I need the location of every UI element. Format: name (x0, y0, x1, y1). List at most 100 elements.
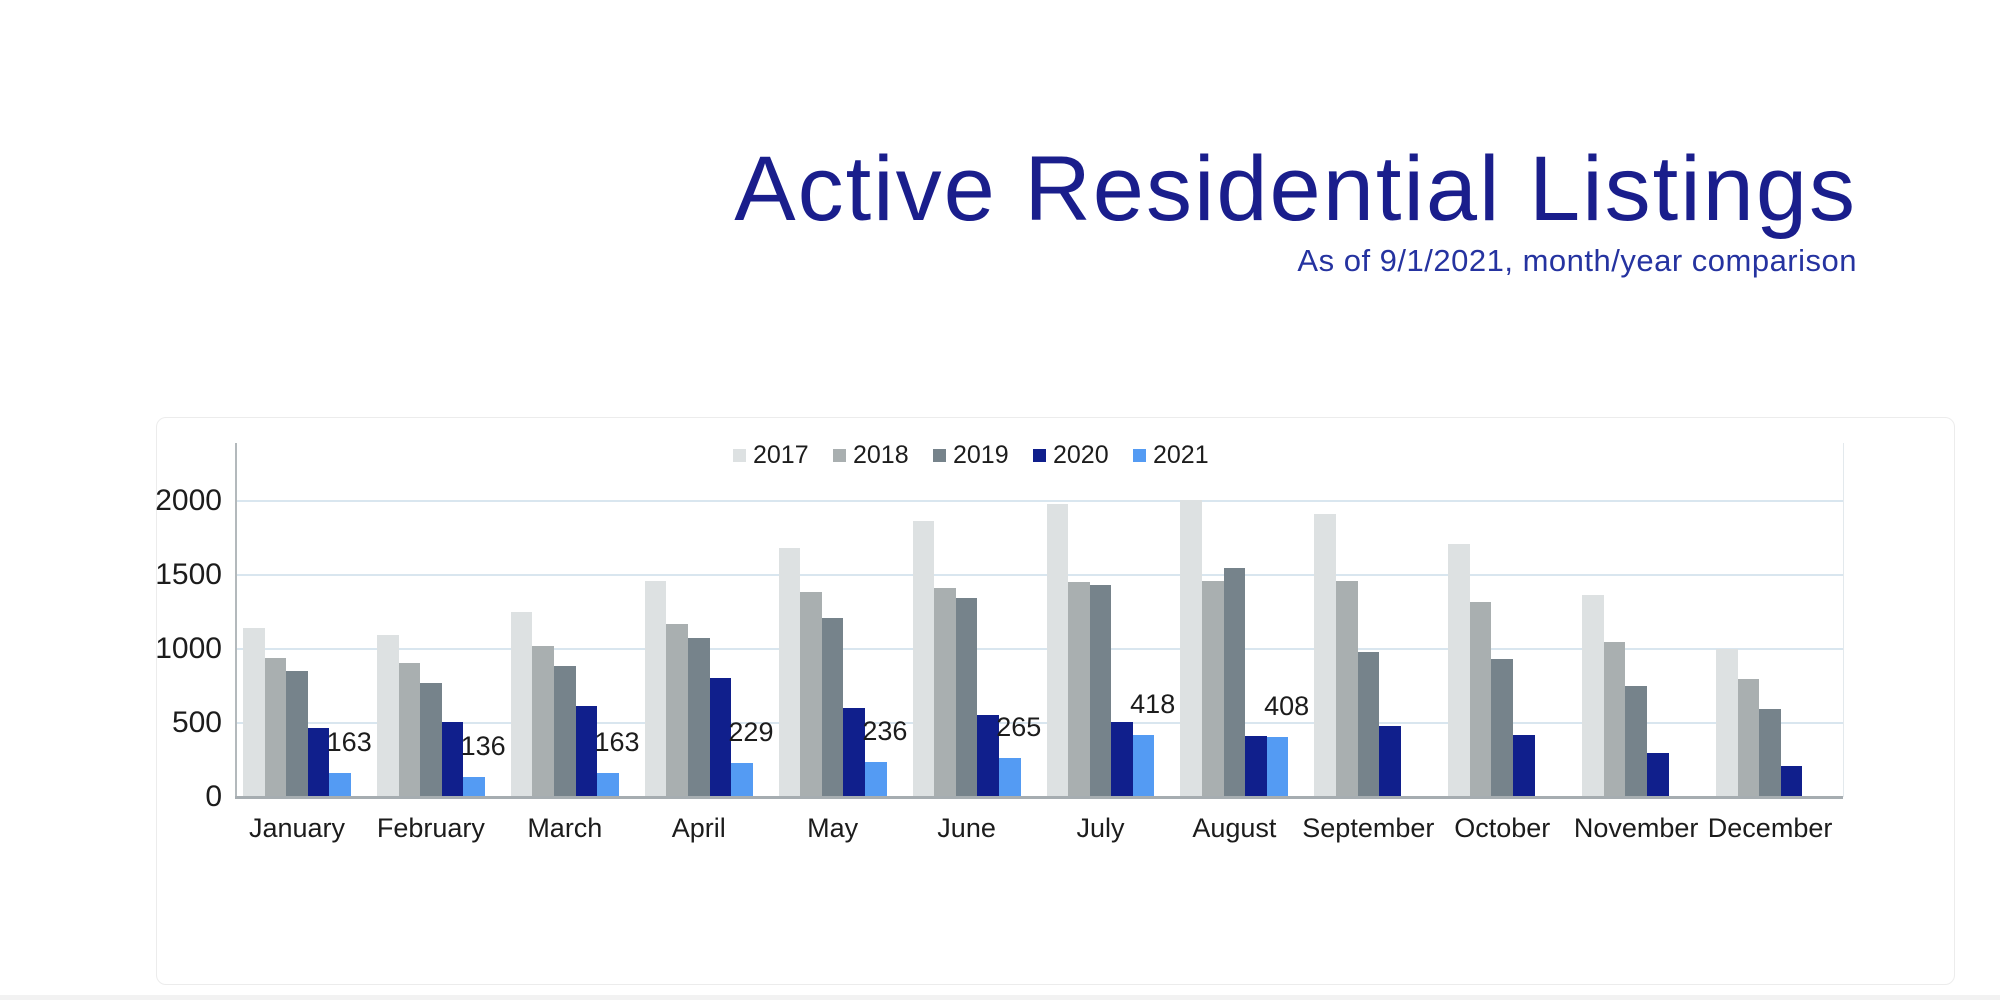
x-axis-label-may: May (807, 813, 859, 843)
bar-2018-march (532, 646, 555, 797)
data-label-2021-march: 163 (594, 726, 640, 757)
bar-2018-october (1469, 601, 1492, 797)
y-tick-label-0: 0 (205, 780, 222, 813)
bar-2017-april (644, 580, 667, 797)
bar-2019-april (687, 637, 710, 797)
bottom-edge (0, 995, 2000, 1000)
x-axis-label-june: June (937, 813, 996, 843)
x-axis-label-september: September (1302, 813, 1435, 843)
x-axis-label-december: December (1707, 813, 1833, 843)
bar-2020-december (1780, 766, 1803, 797)
bar-2020-july (1111, 722, 1133, 797)
bar-2021-june (998, 757, 1021, 797)
x-axis-label-april: April (671, 813, 726, 843)
chart-subtitle: As of 9/1/2021, month/year comparison (1297, 243, 1857, 278)
bar-2021-july (1132, 735, 1155, 797)
data-label-2021-august: 408 (1264, 690, 1310, 721)
legend-swatch-2019 (933, 448, 946, 462)
bar-2018-june (934, 588, 956, 797)
bar-2021-january (329, 772, 351, 797)
bar-2020-january (307, 728, 330, 797)
bar-2017-march (510, 612, 533, 797)
bar-2017-january (243, 628, 265, 797)
bar-2021-august (1266, 736, 1289, 797)
bar-2018-december (1737, 679, 1760, 797)
legend-item-2018: 2018 (833, 441, 909, 469)
gridline-500 (236, 722, 1843, 724)
x-axis-line (235, 796, 1843, 799)
bar-2021-february (463, 776, 485, 797)
bar-2020-september (1379, 725, 1401, 797)
bar-2018-november (1603, 642, 1626, 797)
bar-2020-april (709, 677, 732, 797)
x-axis-label-february: February (376, 813, 485, 843)
data-label-2021-april: 229 (728, 717, 774, 748)
legend-label-2021: 2021 (1153, 441, 1209, 469)
bar-2019-august (1223, 567, 1246, 797)
bar-2020-march (575, 705, 598, 797)
bar-2019-november (1625, 686, 1647, 797)
bar-2017-august (1180, 500, 1202, 797)
gridline-1000 (236, 648, 1843, 650)
bar-2020-june (977, 714, 999, 797)
bar-2017-june (912, 520, 935, 797)
x-axis-label-march: March (527, 813, 603, 843)
bar-2018-september (1335, 580, 1358, 797)
y-tick-label-1000: 1000 (155, 632, 222, 665)
legend-label-2017: 2017 (753, 441, 809, 469)
bar-2019-october (1491, 658, 1514, 797)
bar-2020-november (1646, 753, 1669, 797)
chart-title: Active Residential Listings (734, 138, 1857, 240)
y-tick-label-1500: 1500 (155, 558, 222, 591)
bar-2020-october (1513, 734, 1535, 797)
gridline-1500 (236, 574, 1843, 576)
data-label-2021-may: 236 (862, 716, 908, 747)
bar-2017-july (1046, 503, 1069, 797)
bar-2018-january (264, 657, 287, 797)
bar-2018-july (1068, 581, 1090, 797)
bar-2019-january (286, 671, 308, 797)
bar-2019-june (955, 597, 978, 797)
x-axis-label-january: January (248, 813, 346, 843)
bar-2017-september (1314, 514, 1336, 797)
y-axis-line (235, 443, 237, 799)
bar-2019-december (1759, 708, 1781, 797)
y-tick-label-2000: 2000 (155, 484, 222, 517)
legend-swatch-2020 (1033, 448, 1046, 462)
bar-2017-november (1582, 594, 1604, 797)
data-label-2021-june: 265 (996, 711, 1042, 742)
x-axis-label-july: July (1076, 813, 1125, 843)
bar-2021-march (597, 772, 619, 797)
legend-item-2021: 2021 (1133, 441, 1209, 469)
bar-2019-may (821, 617, 844, 797)
bar-2017-october (1448, 543, 1470, 797)
bar-2018-february (398, 663, 421, 797)
data-label-2021-january: 163 (326, 726, 372, 757)
bar-2019-september (1357, 651, 1380, 797)
legend-label-2018: 2018 (853, 441, 909, 469)
legend-swatch-2017 (733, 448, 746, 462)
bar-2018-may (800, 592, 822, 797)
bar-2020-february (441, 722, 464, 797)
y-tick-label-500: 500 (171, 706, 222, 739)
x-axis-label-november: November (1573, 813, 1699, 843)
bar-2019-february (420, 683, 442, 797)
data-label-2021-july: 418 (1130, 689, 1176, 720)
bar-2021-april (731, 763, 753, 797)
bar-2018-august (1202, 580, 1224, 797)
legend-item-2017: 2017 (733, 441, 809, 469)
legend-swatch-2021 (1133, 448, 1146, 462)
bar-2017-december (1716, 649, 1738, 797)
bar-2017-may (778, 547, 801, 797)
legend-swatch-2018 (833, 448, 846, 462)
x-axis-label-august: August (1192, 813, 1277, 843)
gridline-2000 (236, 500, 1843, 502)
data-label-2021-february: 136 (460, 730, 506, 761)
legend-item-2019: 2019 (933, 441, 1009, 469)
legend-label-2019: 2019 (953, 441, 1009, 469)
plot-right-border (1843, 443, 1844, 797)
bar-2020-august (1245, 735, 1267, 797)
bar-2020-may (843, 708, 866, 797)
bar-2017-february (376, 634, 399, 797)
